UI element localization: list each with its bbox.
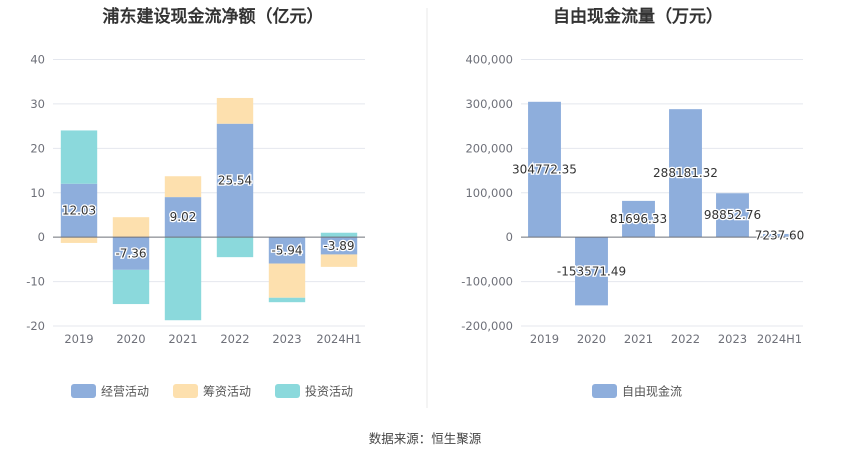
bar-series-2-2024H1[interactable] <box>320 232 358 238</box>
y-tick-label: 100,000 <box>465 186 513 200</box>
y-tick-label: 400,000 <box>465 53 513 67</box>
x-tick-label: 2019 <box>64 332 93 346</box>
y-tick-label: 10 <box>30 186 45 200</box>
x-tick-label: 2024H1 <box>757 332 802 346</box>
bar-primary-2024H1[interactable] <box>763 233 796 238</box>
data-label: 25.54 <box>218 173 252 187</box>
y-tick-label: -200,000 <box>461 319 513 333</box>
x-tick-label: 2022 <box>671 332 700 346</box>
x-tick-label: 2021 <box>168 332 197 346</box>
bar-series-1-2022[interactable] <box>216 97 254 124</box>
x-tick-label: 2019 <box>530 332 559 346</box>
legend-swatch[interactable] <box>592 384 617 398</box>
bar-primary-2021[interactable] <box>622 200 655 238</box>
chart-title: 浦东建设现金流净额（亿元） <box>103 6 324 27</box>
y-tick-label: 200,000 <box>465 141 513 155</box>
bar-primary-2023[interactable] <box>268 237 306 264</box>
legend-label[interactable]: 投资活动 <box>305 384 353 399</box>
data-label: 12.03 <box>62 203 96 217</box>
y-tick-label: 300,000 <box>465 97 513 111</box>
y-tick-label: 40 <box>30 53 45 67</box>
data-label: 288181.32 <box>653 166 718 180</box>
bar-primary-2022[interactable] <box>669 109 702 238</box>
bar-series-2-2019[interactable] <box>60 130 98 184</box>
data-label: -5.94 <box>271 243 302 257</box>
x-tick-label: 2022 <box>220 332 249 346</box>
data-label: 304772.35 <box>512 162 577 176</box>
bar-primary-2019[interactable] <box>60 183 98 238</box>
y-tick-label: 0 <box>506 230 513 244</box>
x-tick-label: 2023 <box>718 332 747 346</box>
legend-swatch[interactable] <box>173 384 198 398</box>
bar-primary-2019[interactable] <box>528 101 561 238</box>
legend-swatch[interactable] <box>275 384 300 398</box>
bar-series-1-2019[interactable] <box>60 237 98 243</box>
data-label: 9.02 <box>170 210 197 224</box>
chart-title: 自由现金流量（万元） <box>553 6 723 27</box>
legend-label[interactable]: 自由现金流 <box>622 384 682 399</box>
x-tick-label: 2024H1 <box>316 332 361 346</box>
bar-series-1-2023[interactable] <box>268 263 306 298</box>
y-tick-label: -20 <box>26 319 45 333</box>
y-tick-label: 20 <box>30 141 45 155</box>
legend-label[interactable]: 经营活动 <box>101 385 149 399</box>
bar-series-2-2023[interactable] <box>268 297 306 303</box>
y-tick-label: 0 <box>38 230 45 244</box>
bar-primary-2020[interactable] <box>112 237 150 270</box>
bar-primary-2023[interactable] <box>716 193 749 238</box>
bar-series-1-2024H1[interactable] <box>320 254 358 267</box>
bar-series-2-2021[interactable] <box>164 237 202 321</box>
data-label: -3.89 <box>323 239 354 253</box>
x-tick-label: 2020 <box>577 332 606 346</box>
bar-series-1-2021[interactable] <box>164 176 202 198</box>
legend-label[interactable]: 筹资活动 <box>203 385 251 399</box>
bar-primary-2020[interactable] <box>575 237 608 306</box>
bar-series-2-2020[interactable] <box>112 269 150 305</box>
x-tick-label: 2021 <box>624 332 653 346</box>
y-tick-label: -100,000 <box>461 275 513 289</box>
bar-series-2-2022[interactable] <box>216 237 254 258</box>
y-tick-label: -10 <box>26 275 45 289</box>
bar-primary-2024H1[interactable] <box>320 237 358 255</box>
data-label: 98852.76 <box>704 208 761 222</box>
bar-primary-2021[interactable] <box>164 197 202 238</box>
legend-swatch[interactable] <box>71 384 96 398</box>
y-tick-label: 30 <box>30 97 45 111</box>
bar-series-1-2020[interactable] <box>112 217 150 238</box>
bar-primary-2022[interactable] <box>216 123 254 238</box>
data-label: -7.36 <box>115 247 146 261</box>
data-label: 7237.60 <box>755 229 805 243</box>
data-label: 81696.33 <box>610 212 667 226</box>
data-source: 数据来源：恒生聚源 <box>369 431 482 446</box>
x-tick-label: 2023 <box>272 332 301 346</box>
x-tick-label: 2020 <box>116 332 145 346</box>
data-label: -153571.49 <box>557 264 626 278</box>
